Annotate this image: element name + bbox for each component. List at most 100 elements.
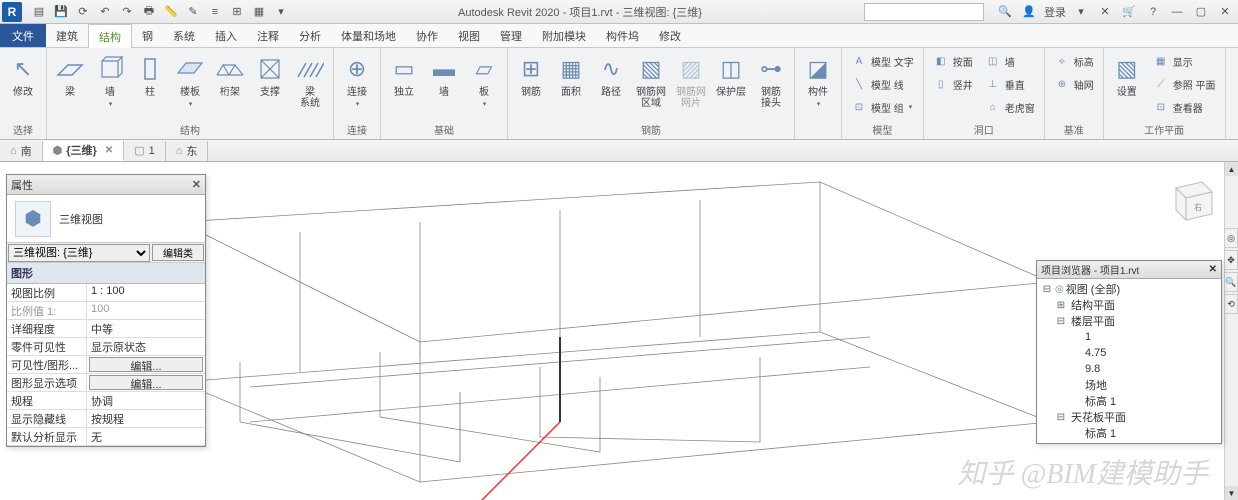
category-graphics[interactable]: 图形 bbox=[7, 263, 205, 284]
save-icon[interactable]: 💾 bbox=[52, 3, 70, 21]
print-icon[interactable]: 🖶 bbox=[140, 3, 158, 21]
prop-row[interactable]: 可见性/图形...编辑... bbox=[7, 356, 205, 374]
model-group-button[interactable]: ⊡模型 组▾ bbox=[846, 96, 919, 118]
instance-selector[interactable]: 三维视图: {三维} bbox=[8, 244, 150, 262]
tab-7[interactable]: 体量和场地 bbox=[331, 24, 406, 47]
model-line-button[interactable]: ╲模型 线 bbox=[846, 73, 919, 95]
restore-icon[interactable]: ▢ bbox=[1192, 3, 1210, 21]
view-cube[interactable]: 右 bbox=[1162, 168, 1218, 224]
tab-8[interactable]: 协作 bbox=[406, 24, 448, 47]
search-input[interactable] bbox=[864, 3, 984, 21]
zoom-icon[interactable]: 🔍 bbox=[1224, 272, 1238, 292]
area-button[interactable]: ▦面积 bbox=[552, 50, 590, 112]
more-icon[interactable]: ▾ bbox=[272, 3, 290, 21]
opening-vertical-button[interactable]: ⊥垂直 bbox=[980, 73, 1040, 95]
exchange-icon[interactable]: ✕ bbox=[1096, 3, 1114, 21]
floor-button[interactable]: 楼板▾ bbox=[171, 50, 209, 112]
help-icon[interactable]: ? bbox=[1144, 3, 1162, 21]
search-icon[interactable]: 🔍 bbox=[996, 3, 1014, 21]
fabric-area-button[interactable]: ▧钢筋网 区域 bbox=[632, 50, 670, 112]
switch-windows-icon[interactable]: ▦ bbox=[250, 3, 268, 21]
open-icon[interactable]: ▤ bbox=[30, 3, 48, 21]
type-selector[interactable]: ⬢ 三维视图 bbox=[7, 195, 205, 243]
foundation-wall-button[interactable]: ▬墙 bbox=[425, 50, 463, 112]
orbit-icon[interactable]: ⟲ bbox=[1224, 294, 1238, 314]
tree-node[interactable]: 标高 1 bbox=[1041, 393, 1219, 409]
show-workplane-button[interactable]: ▦显示 bbox=[1148, 50, 1221, 72]
tree-node[interactable]: 4.75 bbox=[1041, 345, 1219, 361]
opening-shaft-button[interactable]: ▯竖井 bbox=[928, 73, 978, 95]
prop-row[interactable]: 视图比例1 : 100 bbox=[7, 284, 205, 302]
component-button[interactable]: ◪构件▾ bbox=[799, 50, 837, 112]
prop-row[interactable]: 图形显示选项编辑... bbox=[7, 374, 205, 392]
ref-plane-button[interactable]: ⟋参照 平面 bbox=[1148, 73, 1221, 95]
prop-row[interactable]: 规程协调 bbox=[7, 392, 205, 410]
prop-row[interactable]: 比例值 1:100 bbox=[7, 302, 205, 320]
beam-system-button[interactable]: 梁 系统 bbox=[291, 50, 329, 112]
tree-node[interactable]: ⊞结构平面 bbox=[1041, 297, 1219, 313]
file-tab[interactable]: 文件 bbox=[0, 24, 46, 47]
pan-icon[interactable]: ✥ bbox=[1224, 250, 1238, 270]
view-tab-level1[interactable]: ▢1 bbox=[124, 141, 166, 161]
app-icon[interactable]: R bbox=[2, 2, 22, 22]
tab-6[interactable]: 分析 bbox=[289, 24, 331, 47]
tree-node[interactable]: 9.8 bbox=[1041, 361, 1219, 377]
model-text-button[interactable]: A模型 文字 bbox=[846, 50, 919, 72]
beam-button[interactable]: 梁 bbox=[51, 50, 89, 112]
cart-icon[interactable]: 🛒 bbox=[1120, 3, 1138, 21]
modify-button[interactable]: ↖修改 bbox=[4, 50, 42, 112]
tree-node[interactable]: 1 bbox=[1041, 329, 1219, 345]
viewer-button[interactable]: ⊡查看器 bbox=[1148, 96, 1221, 118]
login-label[interactable]: 登录 bbox=[1044, 4, 1066, 20]
chevron-down-icon[interactable]: ▾ bbox=[1072, 3, 1090, 21]
thin-lines-icon[interactable]: ≡ bbox=[206, 3, 224, 21]
user-icon[interactable]: 👤 bbox=[1020, 3, 1038, 21]
opening-byface-button[interactable]: ◧按面 bbox=[928, 50, 978, 72]
scroll-up-icon[interactable]: ▲ bbox=[1225, 162, 1238, 176]
column-button[interactable]: 柱 bbox=[131, 50, 169, 112]
isolated-button[interactable]: ▭独立 bbox=[385, 50, 423, 112]
tree-node[interactable]: 标高 1 bbox=[1041, 425, 1219, 441]
edit-type-button[interactable]: 编辑类 bbox=[152, 244, 204, 261]
close-icon[interactable]: ✕ bbox=[1216, 3, 1234, 21]
wall-button[interactable]: 墙▾ bbox=[91, 50, 129, 112]
undo-icon[interactable]: ↶ bbox=[96, 3, 114, 21]
tab-12[interactable]: 构件坞 bbox=[596, 24, 649, 47]
tree-node[interactable]: 场地 bbox=[1041, 377, 1219, 393]
truss-button[interactable]: 桁架 bbox=[211, 50, 249, 112]
close-icon[interactable]: ✕ bbox=[105, 145, 113, 156]
tab-13[interactable]: 修改 bbox=[649, 24, 691, 47]
tree-node[interactable]: ⊟楼层平面 bbox=[1041, 313, 1219, 329]
sync-icon[interactable]: ⟳ bbox=[74, 3, 92, 21]
tab-10[interactable]: 管理 bbox=[490, 24, 532, 47]
coupler-button[interactable]: ⊶钢筋 接头 bbox=[752, 50, 790, 112]
tab-3[interactable]: 系统 bbox=[163, 24, 205, 47]
prop-row[interactable]: 零件可见性显示原状态 bbox=[7, 338, 205, 356]
connect-button[interactable]: ⊕连接▾ bbox=[338, 50, 376, 112]
tab-5[interactable]: 注释 bbox=[247, 24, 289, 47]
prop-row[interactable]: 详细程度中等 bbox=[7, 320, 205, 338]
minimize-icon[interactable]: — bbox=[1168, 3, 1186, 21]
close-inactive-icon[interactable]: ⊞ bbox=[228, 3, 246, 21]
prop-row[interactable]: 默认分析显示无 bbox=[7, 428, 205, 446]
view-tab-south[interactable]: ⌂南 bbox=[0, 141, 43, 161]
scroll-down-icon[interactable]: ▼ bbox=[1225, 486, 1238, 500]
grid-button[interactable]: ⊕轴网 bbox=[1049, 73, 1099, 95]
nav-wheel-icon[interactable]: ◎ bbox=[1224, 228, 1238, 248]
view-tab-3d[interactable]: ⬢{三维}✕ bbox=[43, 141, 125, 161]
tab-4[interactable]: 插入 bbox=[205, 24, 247, 47]
tab-1[interactable]: 结构 bbox=[88, 24, 132, 48]
foundation-slab-button[interactable]: ▱板▾ bbox=[465, 50, 503, 112]
cover-button[interactable]: ◫保护层 bbox=[712, 50, 750, 112]
opening-dormer-button[interactable]: ⌂老虎窗 bbox=[980, 96, 1040, 118]
tab-9[interactable]: 视图 bbox=[448, 24, 490, 47]
tab-11[interactable]: 附加模块 bbox=[532, 24, 596, 47]
tree-node[interactable]: ⊟天花板平面 bbox=[1041, 409, 1219, 425]
tab-2[interactable]: 钢 bbox=[132, 24, 163, 47]
set-workplane-button[interactable]: ▧设置 bbox=[1108, 50, 1146, 112]
vertical-scrollbar[interactable]: ▲ ▼ bbox=[1224, 162, 1238, 500]
view-tab-east[interactable]: ⌂东 bbox=[166, 141, 209, 161]
close-icon[interactable]: ✕ bbox=[1209, 264, 1217, 275]
rebar-button[interactable]: ⊞钢筋 bbox=[512, 50, 550, 112]
path-button[interactable]: ∿路径 bbox=[592, 50, 630, 112]
